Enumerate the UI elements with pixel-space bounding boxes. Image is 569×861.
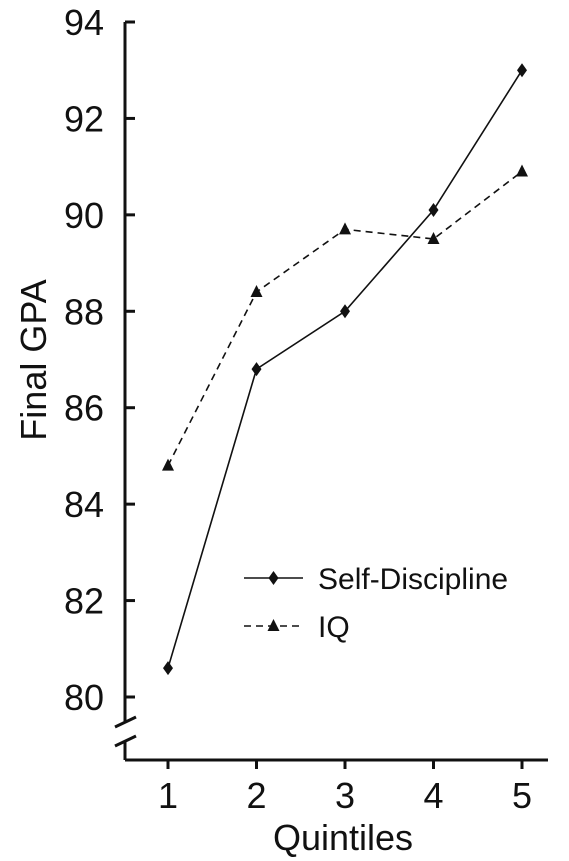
y-tick-label: 82 — [64, 581, 104, 622]
y-tick-label: 84 — [64, 484, 104, 525]
legend-marker-iq — [267, 619, 280, 631]
data-point-iq — [516, 164, 528, 177]
y-axis-title: Final GPA — [13, 279, 54, 440]
data-point-iq — [427, 231, 440, 244]
y-tick-label: 88 — [64, 291, 104, 332]
series-markers — [162, 63, 528, 676]
y-tick-label: 90 — [64, 195, 104, 236]
y-tick-label: 94 — [64, 2, 104, 43]
data-point-iq — [250, 285, 263, 297]
data-point-self-discipline — [163, 661, 173, 676]
data-point-self-discipline — [517, 63, 527, 78]
x-tick-label: 5 — [512, 775, 532, 816]
y-ticks: 80 82 84 86 88 90 92 94 — [64, 2, 135, 718]
x-ticks: 1 2 3 4 5 — [158, 760, 532, 816]
y-tick-label: 92 — [64, 98, 104, 139]
legend-label-iq: IQ — [318, 611, 350, 644]
y-axis-break-bottom — [114, 734, 137, 748]
x-tick-label: 3 — [335, 775, 355, 816]
data-point-self-discipline — [340, 304, 350, 319]
x-axis-title: Quintiles — [273, 817, 413, 858]
legend-label-self-discipline: Self-Discipline — [318, 563, 508, 596]
data-point-iq — [162, 458, 174, 471]
data-point-self-discipline — [428, 203, 439, 218]
y-tick-label: 80 — [64, 677, 104, 718]
series-line-iq — [167, 170, 523, 466]
y-tick-label: 86 — [64, 388, 104, 429]
y-axis-break-top — [114, 715, 137, 729]
legend-marker-self-discipline — [268, 571, 279, 585]
data-point-self-discipline — [251, 362, 262, 377]
axes — [114, 22, 548, 762]
x-tick-label: 4 — [423, 775, 443, 816]
legend: Self-Discipline IQ — [244, 563, 508, 644]
data-point-iq — [339, 222, 351, 235]
x-tick-label: 1 — [158, 775, 178, 816]
x-tick-label: 2 — [246, 775, 266, 816]
